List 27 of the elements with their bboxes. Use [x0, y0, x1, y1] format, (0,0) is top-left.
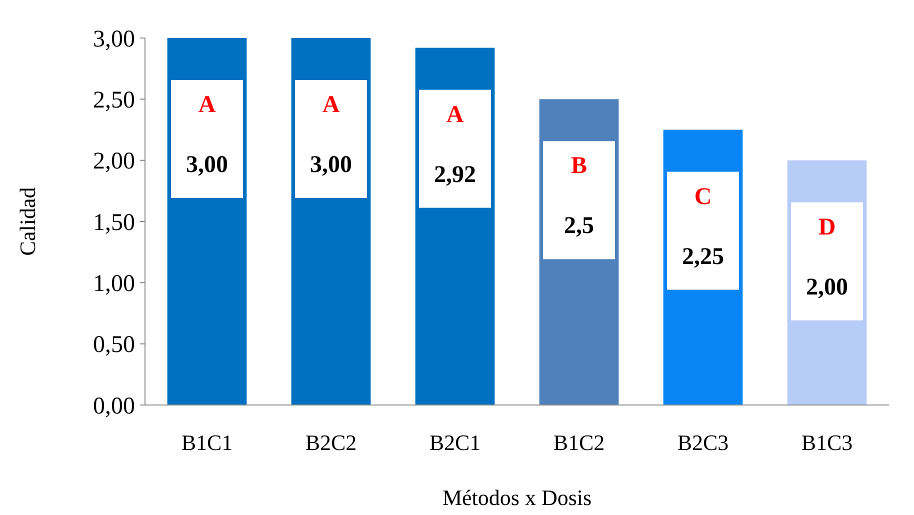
y-tick-label: 1,00	[93, 271, 135, 298]
x-tick-label: B1C3	[801, 430, 853, 455]
annotation: A	[322, 92, 340, 118]
x-tick-label: B2C1	[429, 430, 481, 455]
data-label: 3,00	[186, 152, 228, 178]
data-label: 2,25	[682, 244, 724, 270]
annotation: A	[198, 92, 216, 118]
data-label: 3,00	[310, 152, 352, 178]
x-tick-label: B2C2	[305, 430, 357, 455]
y-tick-label: 0,00	[93, 393, 135, 420]
x-tick-label: B2C3	[677, 430, 729, 455]
annotation: D	[818, 214, 836, 240]
x-tick-label: B1C2	[553, 430, 605, 455]
y-axis-title: Calidad	[15, 187, 40, 256]
x-tick-label: B1C1	[181, 430, 233, 455]
y-tick-label: 2,50	[93, 88, 135, 114]
y-tick-label: 3,00	[93, 26, 135, 52]
x-axis-title: Métodos x Dosis	[442, 485, 592, 510]
data-label: 2,5	[564, 213, 594, 240]
annotation: B	[570, 153, 588, 180]
y-tick-label: 2,00	[93, 148, 135, 175]
data-label: 2,00	[806, 274, 848, 300]
y-tick-label: 1,50	[93, 210, 135, 236]
y-tick-label: 0,50	[93, 332, 135, 358]
annotation: C	[694, 184, 712, 210]
annotation: A	[446, 102, 464, 128]
data-label: 2,92	[434, 162, 476, 188]
